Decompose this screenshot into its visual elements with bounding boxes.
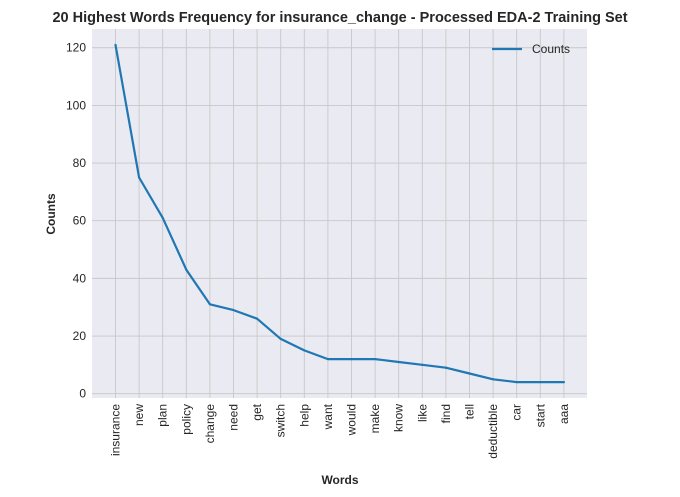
legend: Counts xyxy=(492,42,570,56)
y-tick-label: 60 xyxy=(73,214,87,228)
series-points xyxy=(114,43,566,384)
x-tick-label: car xyxy=(510,404,524,421)
x-axis-label: Words xyxy=(321,473,358,487)
data-point xyxy=(562,381,566,384)
x-tick-label: insurance xyxy=(109,404,123,456)
data-point xyxy=(256,317,259,320)
data-point xyxy=(114,43,117,46)
y-tick-label: 20 xyxy=(73,329,87,343)
x-tick-label: find xyxy=(439,404,453,423)
x-tick-label: change xyxy=(203,404,217,444)
x-tick-label: need xyxy=(227,404,241,431)
y-tick-label: 100 xyxy=(66,98,86,112)
data-point xyxy=(326,357,329,361)
x-tick-label: policy xyxy=(179,404,193,435)
y-axis-label: Counts xyxy=(44,193,58,235)
data-point xyxy=(515,381,518,384)
series-line-counts xyxy=(114,44,564,384)
data-point xyxy=(208,303,211,306)
x-tick-label: help xyxy=(297,404,311,427)
y-axis-ticks: 0 20 40 60 80 100 120 xyxy=(66,41,86,401)
data-point xyxy=(303,349,306,352)
x-tick-label: would xyxy=(345,404,359,436)
data-point xyxy=(161,216,164,219)
x-tick-label: get xyxy=(250,403,264,420)
y-tick-label: 40 xyxy=(73,271,87,285)
data-point xyxy=(421,363,424,366)
data-point xyxy=(350,357,353,361)
x-axis-ticks: insurance new plan policy change need get switc… xyxy=(109,403,571,458)
data-point xyxy=(492,378,495,381)
x-tick-label: aaa xyxy=(557,404,571,424)
y-tick-label: 80 xyxy=(73,156,87,170)
data-point xyxy=(138,176,141,179)
data-point xyxy=(397,360,400,364)
data-point xyxy=(374,357,377,361)
grid-lines xyxy=(92,29,587,398)
legend-label-counts: Counts xyxy=(532,42,570,56)
data-point xyxy=(444,366,447,369)
data-point xyxy=(185,268,188,271)
x-tick-label: know xyxy=(392,404,406,432)
y-tick-label: 120 xyxy=(66,41,86,55)
data-point xyxy=(279,337,282,341)
y-tick-label: 0 xyxy=(79,387,86,401)
chart-title: 20 Highest Words Frequency for insurance… xyxy=(52,10,627,26)
data-point xyxy=(468,372,471,375)
data-point xyxy=(539,381,542,384)
x-tick-label: new xyxy=(132,404,146,426)
x-tick-label: want xyxy=(321,403,335,430)
plot-area xyxy=(92,29,587,398)
x-tick-label: tell xyxy=(463,404,477,419)
x-tick-label: make xyxy=(368,404,382,434)
x-tick-label: like xyxy=(415,404,429,422)
x-tick-label: deductible xyxy=(486,404,500,459)
data-point xyxy=(232,308,235,312)
x-tick-label: start xyxy=(533,403,547,427)
x-tick-label: plan xyxy=(156,404,170,427)
x-tick-label: switch xyxy=(274,404,288,437)
